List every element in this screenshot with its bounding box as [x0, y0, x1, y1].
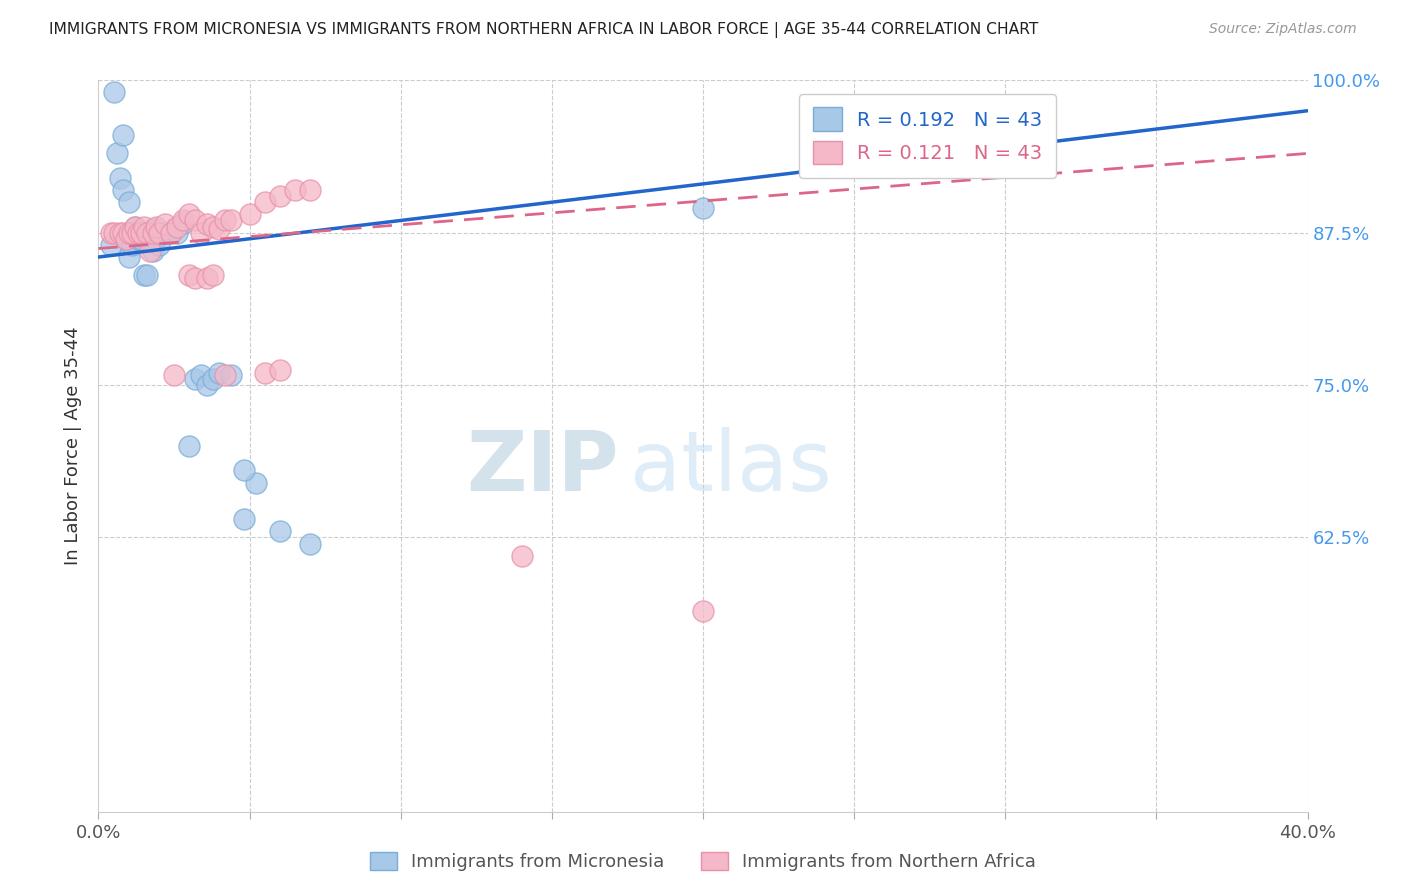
Text: ZIP: ZIP	[465, 427, 619, 508]
Point	[269, 524, 291, 539]
Point	[156, 226, 179, 240]
Point	[172, 216, 194, 230]
Point	[172, 213, 194, 227]
Y-axis label: In Labor Force | Age 35-44: In Labor Force | Age 35-44	[65, 326, 83, 566]
Point	[105, 146, 128, 161]
Point	[118, 250, 141, 264]
Point	[166, 219, 188, 234]
Point	[245, 475, 267, 490]
Legend: R = 0.192   N = 43, R = 0.121   N = 43: R = 0.192 N = 43, R = 0.121 N = 43	[799, 94, 1056, 178]
Point	[153, 226, 176, 240]
Point	[118, 195, 141, 210]
Point	[239, 207, 262, 221]
Point	[111, 183, 134, 197]
Point	[111, 226, 134, 240]
Point	[121, 226, 143, 240]
Point	[179, 268, 201, 283]
Point	[208, 366, 231, 380]
Point	[118, 226, 141, 240]
Point	[111, 128, 134, 142]
Point	[179, 439, 201, 453]
Point	[510, 549, 533, 563]
Point	[148, 226, 170, 240]
Point	[195, 270, 218, 285]
Point	[299, 536, 322, 550]
Point	[692, 604, 714, 618]
Point	[195, 217, 218, 231]
Point	[142, 222, 165, 236]
Point	[965, 103, 987, 118]
Point	[253, 366, 276, 380]
Point	[221, 368, 243, 383]
Point	[124, 219, 146, 234]
Point	[179, 207, 201, 221]
Point	[232, 463, 254, 477]
Point	[108, 226, 131, 240]
Point	[153, 217, 176, 231]
Point	[269, 363, 291, 377]
Point	[148, 238, 170, 252]
Point	[118, 226, 141, 240]
Point	[202, 372, 225, 386]
Point	[132, 268, 155, 283]
Point	[127, 232, 149, 246]
Point	[163, 368, 186, 383]
Point	[135, 268, 157, 283]
Point	[139, 226, 162, 240]
Text: Source: ZipAtlas.com: Source: ZipAtlas.com	[1209, 22, 1357, 37]
Point	[184, 270, 207, 285]
Point	[195, 378, 218, 392]
Point	[269, 189, 291, 203]
Point	[166, 226, 188, 240]
Point	[114, 232, 136, 246]
Point	[232, 512, 254, 526]
Point	[202, 268, 225, 283]
Point	[253, 195, 276, 210]
Point	[114, 232, 136, 246]
Point	[221, 213, 243, 227]
Point	[127, 226, 149, 240]
Point	[214, 213, 236, 227]
Point	[100, 238, 122, 252]
Point	[103, 226, 125, 240]
Point	[184, 213, 207, 227]
Point	[163, 222, 186, 236]
Point	[103, 86, 125, 100]
Point	[145, 219, 167, 234]
Point	[150, 226, 173, 240]
Text: IMMIGRANTS FROM MICRONESIA VS IMMIGRANTS FROM NORTHERN AFRICA IN LABOR FORCE | A: IMMIGRANTS FROM MICRONESIA VS IMMIGRANTS…	[49, 22, 1039, 38]
Point	[132, 219, 155, 234]
Point	[135, 226, 157, 240]
Point	[142, 244, 165, 258]
Point	[692, 201, 714, 215]
Point	[108, 170, 131, 185]
Point	[190, 368, 212, 383]
Point	[100, 226, 122, 240]
Point	[142, 226, 165, 240]
Point	[299, 183, 322, 197]
Point	[121, 238, 143, 252]
Point	[190, 226, 212, 240]
Point	[202, 219, 225, 234]
Point	[129, 226, 152, 240]
Point	[160, 226, 183, 240]
Text: atlas: atlas	[630, 427, 832, 508]
Point	[214, 368, 236, 383]
Point	[124, 219, 146, 234]
Point	[145, 232, 167, 246]
Point	[132, 226, 155, 240]
Point	[284, 183, 307, 197]
Legend: Immigrants from Micronesia, Immigrants from Northern Africa: Immigrants from Micronesia, Immigrants f…	[363, 845, 1043, 879]
Point	[208, 222, 231, 236]
Point	[160, 226, 183, 240]
Point	[139, 244, 162, 258]
Point	[184, 372, 207, 386]
Point	[129, 232, 152, 246]
